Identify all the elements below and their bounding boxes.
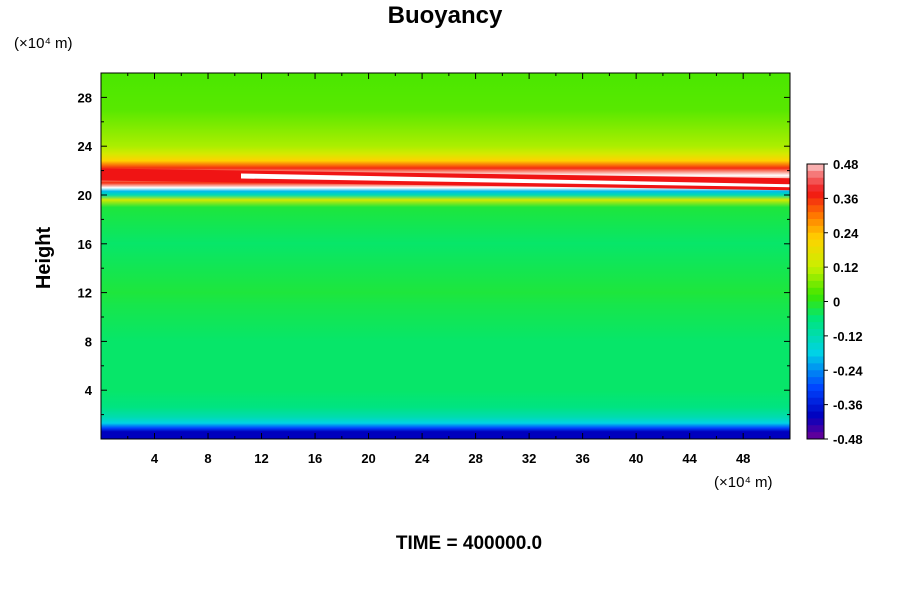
colorbar-cell — [807, 301, 824, 309]
max-layer-white — [241, 173, 790, 188]
x-tick-label: 48 — [736, 451, 750, 466]
colorbar-cell — [807, 397, 824, 406]
x-tick-label: 36 — [575, 451, 589, 466]
colorbar-cell — [807, 170, 824, 179]
y-tick-label: 12 — [78, 286, 92, 301]
colorbar-cell — [807, 260, 824, 268]
y-tick-label: 16 — [78, 237, 92, 252]
y-tick-label: 4 — [85, 383, 93, 398]
colorbar-cell — [807, 363, 824, 371]
x-tick-label: 12 — [254, 451, 268, 466]
colorbar-tick-label: -0.24 — [833, 363, 863, 378]
x-axis-unit: (×10⁴ m) — [714, 474, 773, 491]
colorbar-cell — [807, 225, 824, 234]
buoyancy-field — [101, 73, 790, 439]
colorbar-cell — [807, 329, 824, 337]
colorbar-cell — [807, 267, 824, 275]
colorbar-cell — [807, 322, 824, 330]
y-axis-unit: (×10⁴ m) — [14, 35, 73, 52]
colorbar-cell — [807, 377, 824, 385]
x-tick-label: 24 — [415, 451, 430, 466]
colorbar-cell — [807, 384, 824, 392]
y-tick-label: 8 — [85, 334, 92, 349]
colorbar-cell — [807, 356, 824, 364]
colorbar-cell — [807, 349, 824, 357]
y-tick-label: 28 — [78, 90, 92, 105]
colorbar-cell — [807, 219, 824, 227]
colorbar-cell — [807, 315, 824, 323]
colorbar-cell — [807, 404, 824, 412]
colorbar-cell — [807, 198, 824, 206]
colorbar-cell — [807, 294, 824, 302]
colorbar-cell — [807, 164, 824, 172]
colorbar-cell — [807, 335, 824, 344]
x-tick-label: 44 — [682, 451, 697, 466]
colorbar-cell — [807, 425, 824, 433]
colorbar-tick-label: -0.36 — [833, 398, 863, 413]
plot-area — [100, 72, 791, 440]
colorbar-cell — [807, 212, 824, 220]
colorbar-cell — [807, 191, 824, 199]
colorbar-cell — [807, 418, 824, 426]
colorbar-cell — [807, 342, 824, 351]
x-tick-label: 32 — [522, 451, 536, 466]
x-tick-label: 40 — [629, 451, 643, 466]
colorbar-cell — [807, 308, 824, 316]
colorbar: 0.48 0.36 0.24 0.12 0 -0.12 -0.24 -0.36 -0.48 — [806, 157, 863, 447]
y-axis-ticks: 4 8 12 16 20 24 28 — [78, 90, 790, 416]
x-tick-label: 8 — [204, 451, 211, 466]
x-tick-label: 16 — [308, 451, 322, 466]
tilted-max-layer — [101, 168, 790, 191]
colorbar-tick-label: 0.24 — [833, 226, 859, 241]
colorbar-cell — [807, 205, 824, 213]
colorbar-tick-label: 0 — [833, 295, 840, 310]
colorbar-cell — [807, 370, 824, 378]
colorbar-tick-label: -0.12 — [833, 329, 863, 344]
x-tick-label: 20 — [361, 451, 375, 466]
time-label: TIME = 400000.0 — [396, 533, 542, 554]
colorbar-cells — [807, 164, 824, 440]
colorbar-cell — [807, 232, 824, 241]
colorbar-cell — [807, 253, 824, 261]
colorbar-tick-label: 0.36 — [833, 191, 858, 206]
x-tick-label: 28 — [468, 451, 482, 466]
colorbar-cell — [807, 177, 824, 186]
colorbar-cell — [807, 287, 824, 296]
colorbar-cell — [807, 432, 824, 440]
colorbar-cell — [807, 411, 824, 419]
colorbar-cell — [807, 280, 824, 289]
colorbar-tick-label: 0.48 — [833, 157, 858, 172]
colorbar-tick-label: 0.12 — [833, 260, 858, 275]
colorbar-cell — [807, 239, 824, 247]
colorbar-labels: 0.48 0.36 0.24 0.12 0 -0.12 -0.24 -0.36 -0.48 — [824, 157, 863, 447]
colorbar-tick-label: -0.48 — [833, 432, 863, 447]
colorbar-cell — [807, 390, 824, 399]
y-axis-label: Height — [33, 227, 55, 290]
y-tick-label: 20 — [78, 188, 92, 203]
colorbar-cell — [807, 246, 824, 254]
colorbar-cell — [807, 274, 824, 282]
x-axis-ticks: 4 8 12 16 20 24 28 32 36 40 44 48 — [127, 73, 771, 466]
x-tick-label: 4 — [151, 451, 159, 466]
chart-title: Buoyancy — [388, 2, 503, 29]
colorbar-cell — [807, 184, 824, 192]
y-tick-label: 24 — [78, 139, 93, 154]
plot-frame — [100, 72, 791, 440]
